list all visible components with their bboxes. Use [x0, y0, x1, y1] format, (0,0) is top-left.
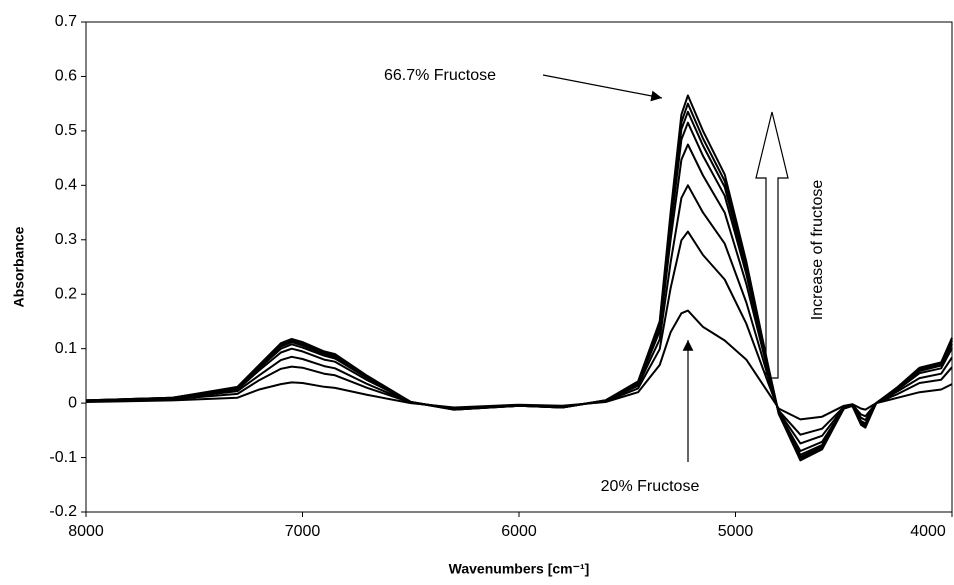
y-tick-label: 0.2 — [55, 285, 77, 302]
x-tick-label: 5000 — [718, 523, 754, 540]
line-series — [85, 230, 953, 436]
x-tick-label: 7000 — [285, 523, 321, 540]
line-series — [85, 94, 953, 462]
x-tick-label: 4000 — [910, 523, 946, 540]
y-tick-label: 0.7 — [55, 13, 77, 30]
y-tick-label: 0.3 — [55, 231, 77, 248]
y-tick-label: 0.5 — [55, 122, 77, 139]
x-tick-label: 6000 — [501, 523, 537, 540]
y-tick-label: -0.2 — [49, 503, 77, 520]
y-tick-label: 0.1 — [55, 340, 77, 357]
y-tick-label: 0.4 — [55, 177, 77, 194]
x-tick-label: 8000 — [68, 523, 104, 540]
y-tick-label: -0.1 — [49, 449, 77, 466]
y-tick-label: 0 — [68, 394, 77, 411]
annotation: 20% Fructose — [601, 478, 700, 495]
increase-arrow — [755, 111, 789, 379]
annotation: 66.7% Fructose — [384, 67, 496, 84]
line-series — [85, 143, 953, 452]
y-axis-label: Absorbance — [11, 226, 27, 307]
annotation-arrow — [542, 74, 663, 102]
x-axis-label: Wavenumbers [cm⁻¹] — [449, 561, 590, 577]
annotation: Increase of fructose — [809, 180, 826, 321]
y-tick-label: 0.6 — [55, 68, 77, 85]
line-series — [85, 184, 953, 445]
line-series — [85, 309, 953, 421]
